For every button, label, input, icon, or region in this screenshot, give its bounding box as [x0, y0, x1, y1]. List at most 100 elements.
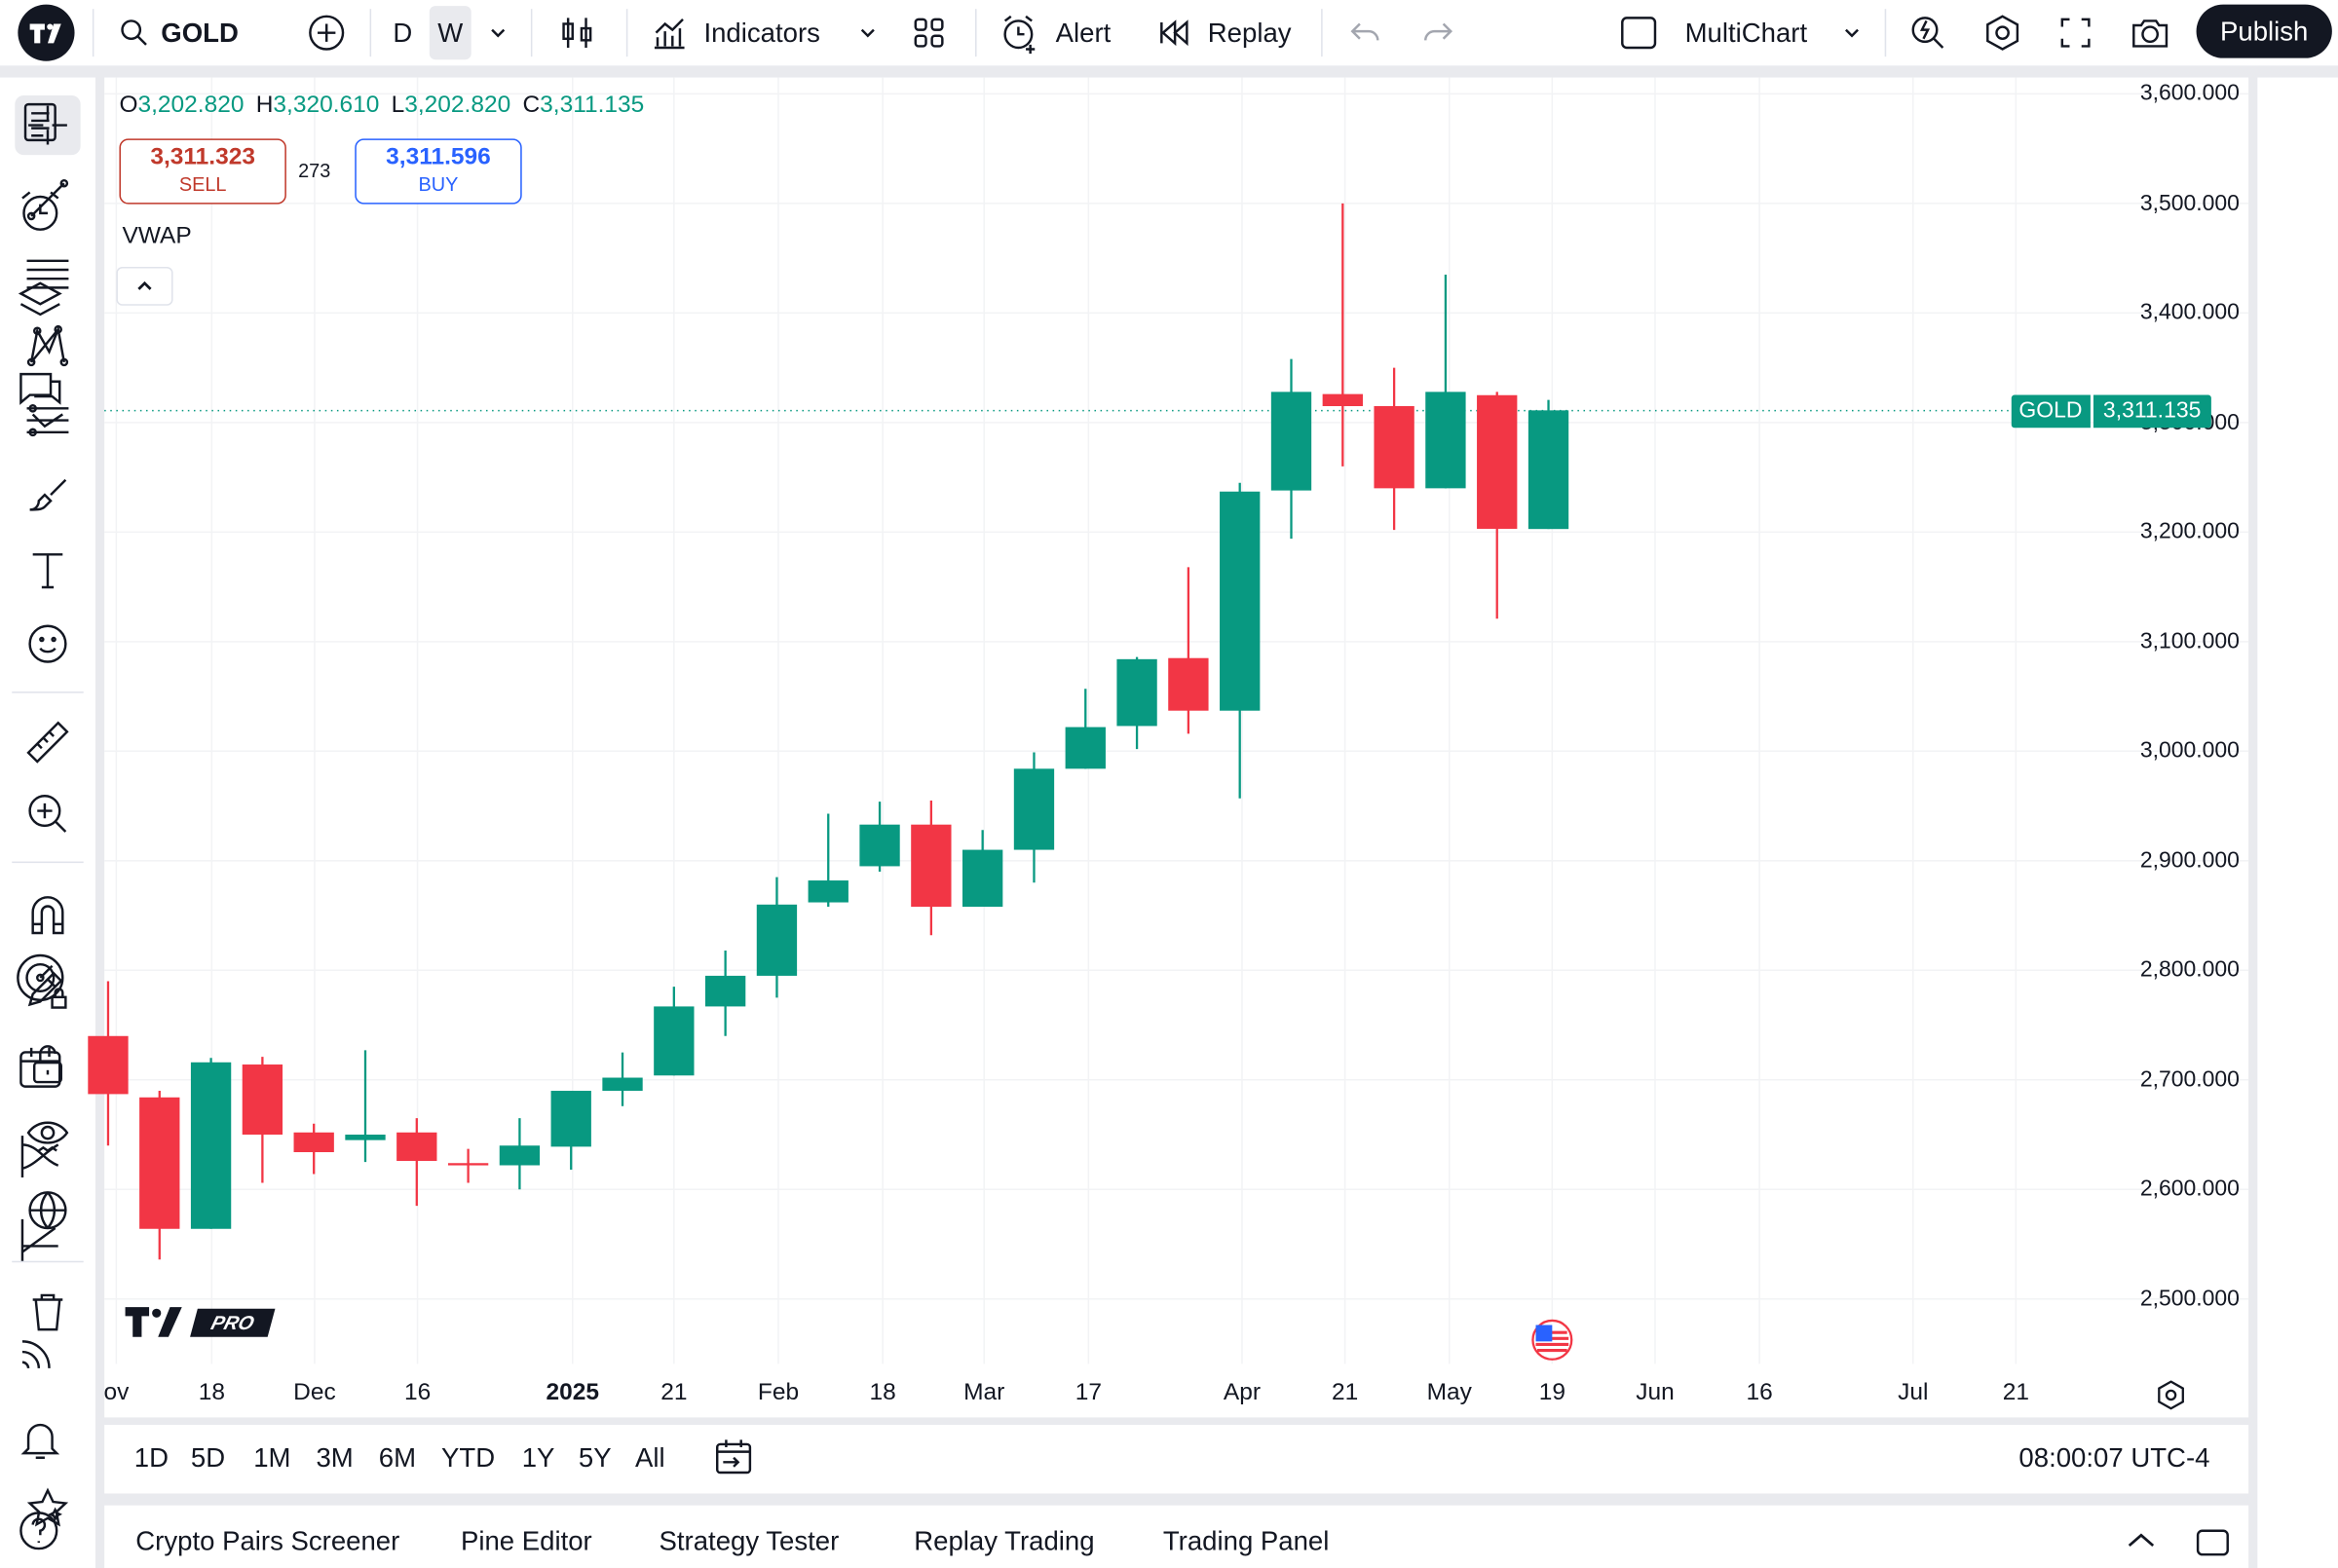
maximize-panel-button[interactable]	[2195, 1523, 2231, 1566]
tradingview-logo[interactable]	[18, 0, 75, 65]
help-button[interactable]	[11, 1500, 70, 1559]
brush-tool[interactable]	[15, 465, 80, 524]
indicators-dropdown[interactable]	[856, 0, 880, 65]
settings-button[interactable]	[1983, 0, 2022, 65]
candle[interactable]	[1013, 752, 1055, 883]
ideas-button[interactable]	[11, 948, 70, 1007]
timeframe-5d[interactable]: 5D	[190, 1442, 226, 1474]
candle[interactable]	[345, 1050, 386, 1163]
candle[interactable]	[1116, 656, 1157, 750]
interval-w[interactable]: W	[429, 6, 471, 60]
candle[interactable]	[808, 813, 848, 908]
candle[interactable]	[859, 802, 900, 873]
candle[interactable]	[293, 1123, 334, 1175]
tab-crypto-pairs-screener[interactable]: Crypto Pairs Screener	[135, 1526, 400, 1556]
notifications-button[interactable]	[11, 1410, 70, 1470]
candle[interactable]	[654, 987, 695, 1076]
multichart-button[interactable]: MultiChart	[1619, 0, 1807, 65]
tab-trading-panel[interactable]: Trading Panel	[1162, 1526, 1330, 1556]
zoom-in-tool[interactable]	[15, 784, 80, 843]
tab-pine-editor[interactable]: Pine Editor	[460, 1526, 592, 1556]
candle[interactable]	[447, 1148, 489, 1183]
magnet-tool[interactable]	[15, 885, 80, 945]
expand-panel-button[interactable]	[2124, 1523, 2160, 1566]
undo-button[interactable]	[1348, 0, 1384, 65]
symbol-search[interactable]: GOLD	[119, 0, 239, 65]
tab-strategy-tester[interactable]: Strategy Tester	[659, 1526, 840, 1556]
candle[interactable]	[704, 951, 746, 1036]
emoji-tool[interactable]	[15, 615, 80, 674]
candle[interactable]	[911, 800, 952, 936]
candle[interactable]	[242, 1057, 283, 1183]
timeframe-all[interactable]: All	[635, 1442, 665, 1474]
candle[interactable]	[1477, 392, 1518, 619]
candle[interactable]	[1270, 358, 1312, 540]
indicator-vwap-label[interactable]: VWAP	[122, 223, 192, 249]
us-event-marker[interactable]	[1531, 1319, 1573, 1368]
timeframe-6m[interactable]: 6M	[378, 1442, 417, 1474]
measure-tool[interactable]	[15, 713, 80, 772]
alerts-button[interactable]	[11, 182, 70, 242]
lightning-search-icon	[1911, 17, 1944, 49]
sell-button[interactable]: 3,311.323 SELL	[119, 138, 286, 205]
chat-button[interactable]	[11, 360, 70, 420]
timeframe-1m[interactable]: 1M	[253, 1442, 291, 1474]
text-tool[interactable]	[15, 540, 80, 599]
fullscreen-button[interactable]	[2057, 0, 2093, 65]
favorites-button[interactable]	[15, 1478, 80, 1538]
candle[interactable]	[1168, 567, 1209, 734]
interval-dropdown[interactable]	[486, 0, 509, 65]
candle[interactable]	[88, 981, 129, 1146]
technicals-button[interactable]	[11, 1211, 70, 1270]
streams-button[interactable]	[11, 1321, 70, 1380]
clock-timezone[interactable]: 08:00:07 UTC-4	[2018, 1442, 2210, 1474]
layers-button[interactable]	[11, 272, 70, 331]
publish-button[interactable]: Publish	[2196, 4, 2332, 58]
candle[interactable]	[190, 1058, 232, 1229]
candle[interactable]	[1527, 399, 1569, 530]
timeframe-1y[interactable]: 1Y	[521, 1442, 555, 1474]
indicators-button[interactable]: Indicators	[650, 0, 820, 65]
candle[interactable]	[499, 1118, 541, 1190]
candle[interactable]	[139, 1091, 180, 1260]
watchlist-button[interactable]	[11, 93, 70, 152]
goto-date-button[interactable]	[713, 1437, 755, 1486]
tab-replay-trading[interactable]: Replay Trading	[914, 1526, 1095, 1556]
candle[interactable]	[602, 1052, 643, 1106]
candle[interactable]	[756, 877, 798, 998]
layout-button[interactable]	[910, 0, 949, 65]
candle[interactable]	[962, 830, 1003, 908]
fib-tool[interactable]	[15, 244, 80, 304]
candle[interactable]	[396, 1118, 437, 1207]
multichart-dropdown[interactable]	[1840, 0, 1864, 65]
snapshot-button[interactable]	[2130, 0, 2171, 65]
candle[interactable]	[1374, 367, 1414, 531]
chart-pane[interactable]	[104, 77, 2249, 1418]
timeframe-1d[interactable]: 1D	[133, 1442, 169, 1474]
candle[interactable]	[1065, 689, 1106, 769]
redo-button[interactable]	[1419, 0, 1455, 65]
pattern-tool[interactable]	[15, 316, 80, 375]
interval-d[interactable]: D	[393, 17, 413, 48]
axis-settings-button[interactable]	[2153, 1377, 2189, 1420]
forecast-tool[interactable]	[15, 391, 80, 450]
candle[interactable]	[1322, 203, 1363, 467]
compare-symbol-button[interactable]	[307, 0, 346, 65]
candle[interactable]	[550, 1091, 591, 1171]
candle[interactable]	[1220, 482, 1261, 799]
collapse-legend-button[interactable]	[116, 266, 173, 306]
timeframe-5y[interactable]: 5Y	[578, 1442, 612, 1474]
calendar-button[interactable]	[11, 1037, 70, 1097]
chart-type-button[interactable]	[557, 0, 596, 65]
timeframe-ytd[interactable]: YTD	[441, 1442, 496, 1474]
alert-button[interactable]: Alert	[999, 0, 1111, 65]
remove-drawings[interactable]	[15, 1282, 80, 1341]
candle[interactable]	[1425, 275, 1466, 489]
quick-search-button[interactable]	[1908, 0, 1947, 65]
hotlists-button[interactable]	[11, 1127, 70, 1186]
timeframe-3m[interactable]: 3M	[316, 1442, 354, 1474]
object-tree[interactable]	[15, 1180, 80, 1240]
buy-button[interactable]: 3,311.596 BUY	[355, 138, 522, 205]
replay-button[interactable]: Replay	[1157, 0, 1292, 65]
